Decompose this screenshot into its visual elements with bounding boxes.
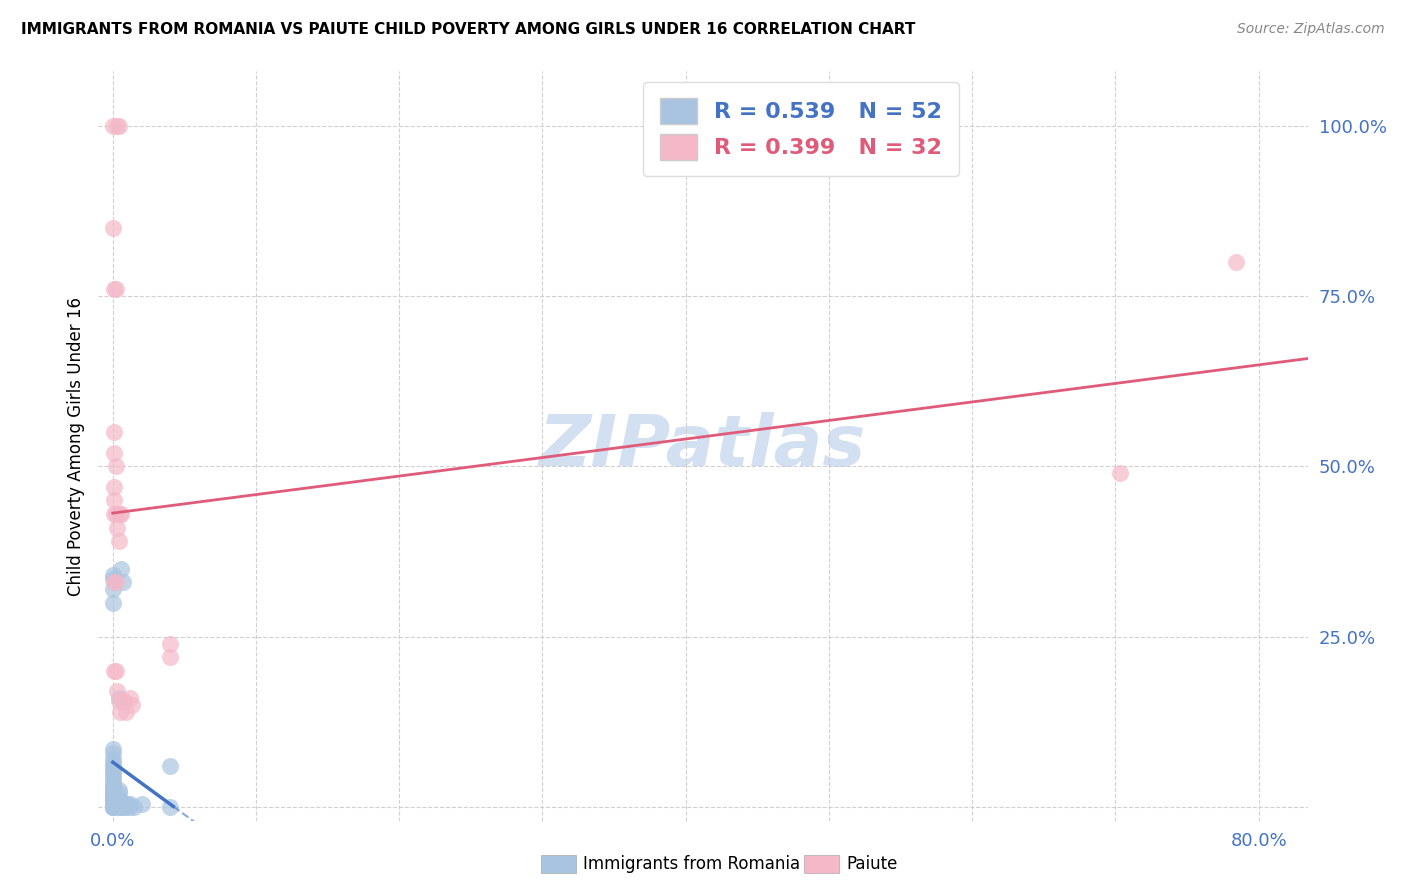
Point xyxy=(108,800,131,814)
Point xyxy=(112,800,135,814)
Point xyxy=(104,575,127,590)
Text: Immigrants from Romania: Immigrants from Romania xyxy=(583,855,800,872)
Point xyxy=(101,786,124,800)
Point xyxy=(101,793,124,807)
Point xyxy=(101,800,124,814)
Point xyxy=(159,650,181,665)
Point xyxy=(101,119,124,133)
Point xyxy=(101,800,124,814)
Point xyxy=(112,797,135,811)
Point xyxy=(120,800,142,814)
Point xyxy=(101,582,124,596)
Point xyxy=(104,507,127,521)
Point xyxy=(1225,255,1247,269)
Point xyxy=(101,752,124,766)
Point xyxy=(103,446,125,460)
Point xyxy=(107,534,129,549)
Point xyxy=(108,797,131,811)
Y-axis label: Child Poverty Among Girls Under 16: Child Poverty Among Girls Under 16 xyxy=(66,296,84,596)
Point xyxy=(101,596,124,610)
FancyBboxPatch shape xyxy=(804,855,839,873)
Point xyxy=(101,766,124,780)
Point xyxy=(107,119,129,133)
Point xyxy=(110,800,132,814)
Point xyxy=(121,698,143,712)
Point xyxy=(101,783,124,797)
Point xyxy=(103,493,125,508)
Point xyxy=(103,425,125,440)
Point xyxy=(103,480,125,494)
Point xyxy=(107,783,129,797)
Point xyxy=(101,800,124,814)
Text: Source: ZipAtlas.com: Source: ZipAtlas.com xyxy=(1237,22,1385,37)
Point xyxy=(110,561,132,575)
Point xyxy=(104,459,127,474)
Point xyxy=(101,772,124,787)
Point xyxy=(101,746,124,760)
Point xyxy=(107,691,129,706)
Point xyxy=(111,575,134,590)
Point xyxy=(107,694,129,708)
Point xyxy=(107,800,129,814)
Point xyxy=(101,759,124,773)
Point xyxy=(112,694,135,708)
Point xyxy=(101,789,124,804)
Point xyxy=(101,763,124,777)
Point xyxy=(159,636,181,650)
Point xyxy=(120,691,142,706)
Point xyxy=(105,684,128,698)
Point xyxy=(115,797,138,811)
Point xyxy=(108,705,131,719)
Point xyxy=(114,705,136,719)
Point xyxy=(101,568,124,582)
Point xyxy=(101,789,124,804)
Point xyxy=(110,507,132,521)
Point xyxy=(124,800,146,814)
Point xyxy=(101,756,124,770)
Point xyxy=(107,793,129,807)
Legend: R = 0.539   N = 52, R = 0.399   N = 32: R = 0.539 N = 52, R = 0.399 N = 32 xyxy=(643,82,959,177)
Point xyxy=(101,800,124,814)
Point xyxy=(108,507,131,521)
Point xyxy=(1109,467,1132,481)
Point xyxy=(101,572,124,586)
Point xyxy=(101,793,124,807)
Point xyxy=(115,800,138,814)
Point xyxy=(101,769,124,783)
Point xyxy=(120,797,142,811)
Point xyxy=(103,575,125,590)
Text: IMMIGRANTS FROM ROMANIA VS PAIUTE CHILD POVERTY AMONG GIRLS UNDER 16 CORRELATION: IMMIGRANTS FROM ROMANIA VS PAIUTE CHILD … xyxy=(21,22,915,37)
Point xyxy=(101,780,124,794)
Text: ZIPatlas: ZIPatlas xyxy=(540,411,866,481)
Point xyxy=(104,664,127,678)
Point xyxy=(108,793,131,807)
Point xyxy=(101,797,124,811)
Point xyxy=(101,776,124,790)
Point xyxy=(105,521,128,535)
Point xyxy=(101,221,124,235)
Point xyxy=(159,759,181,773)
Point xyxy=(103,664,125,678)
FancyBboxPatch shape xyxy=(541,855,576,873)
Point xyxy=(103,507,125,521)
Point xyxy=(107,786,129,800)
Text: Paiute: Paiute xyxy=(846,855,898,872)
Point xyxy=(101,786,124,800)
Point xyxy=(101,742,124,756)
Point xyxy=(103,282,125,296)
Point xyxy=(101,780,124,794)
Point xyxy=(101,797,124,811)
Point xyxy=(101,800,124,814)
Point xyxy=(104,282,127,296)
Point xyxy=(159,800,181,814)
Point xyxy=(107,797,129,811)
Point xyxy=(131,797,153,811)
Point xyxy=(105,119,128,133)
